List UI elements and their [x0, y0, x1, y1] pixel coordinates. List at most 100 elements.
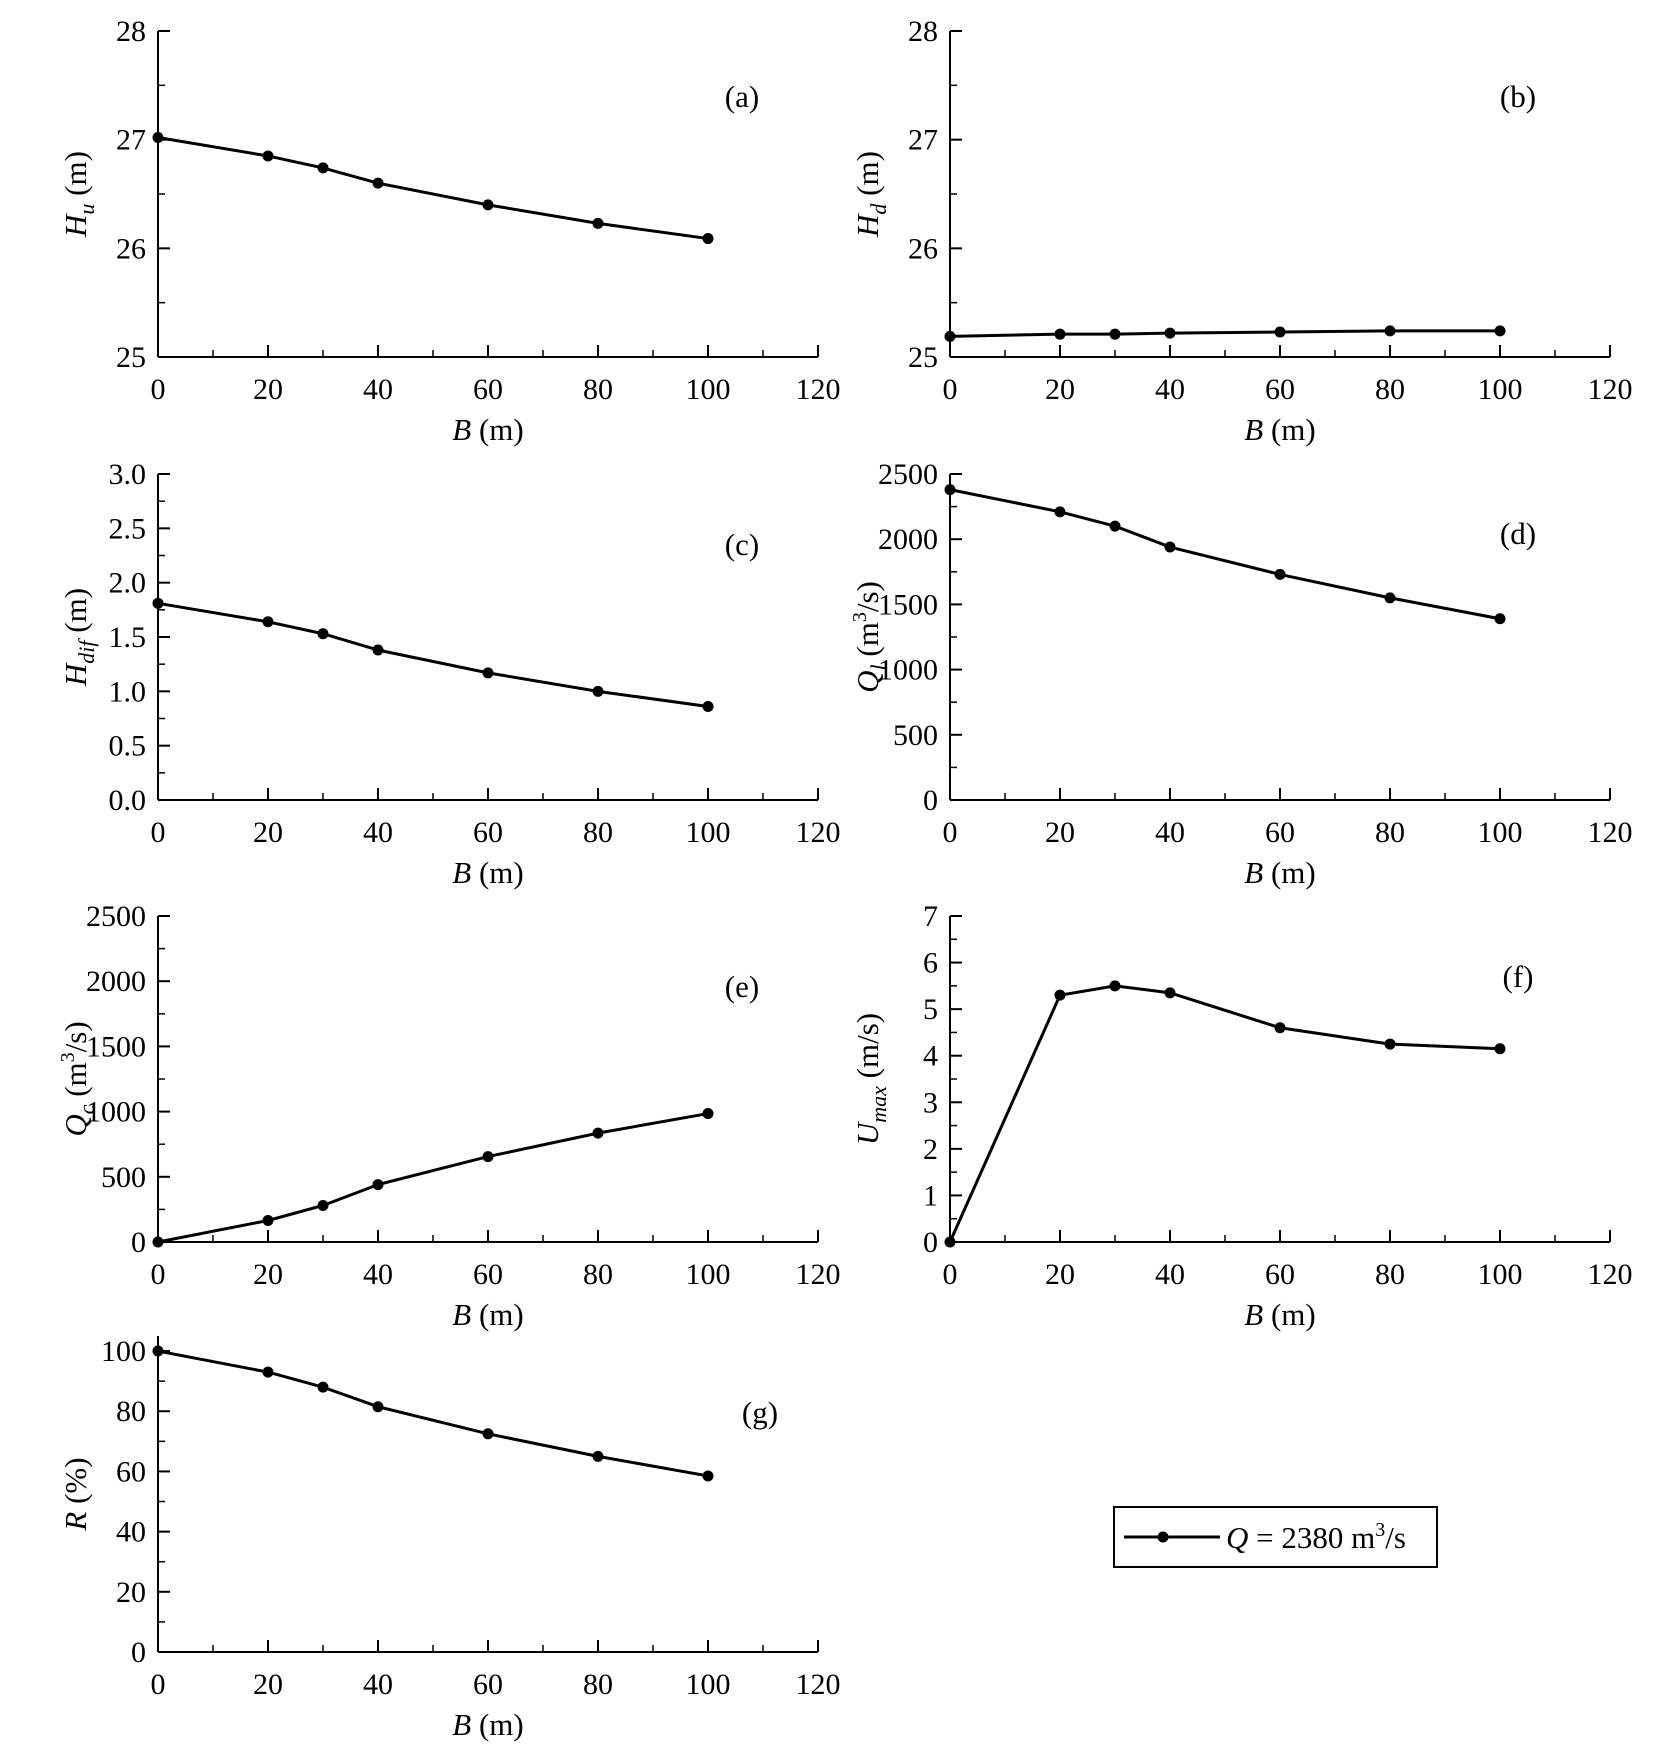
- data-point: [1494, 1043, 1506, 1055]
- data-point: [1274, 326, 1286, 338]
- x-tick-label: 100: [686, 1668, 731, 1701]
- x-tick-label: 0: [151, 1668, 166, 1701]
- y-tick-label: 500: [101, 1161, 146, 1194]
- data-point: [592, 1127, 604, 1139]
- x-tick-label: 0: [151, 1258, 166, 1291]
- data-point: [702, 1470, 714, 1482]
- y-axis-title: Hdif (m): [58, 588, 99, 687]
- series-line: [949, 488, 1501, 621]
- y-tick-label: 7: [923, 900, 938, 933]
- y-tick-label: 27: [116, 124, 146, 157]
- data-point: [702, 701, 714, 713]
- panel-b: 0 20 40 60 80 100 120 25 26 27 28 B (m) Hd (m) (b): [850, 15, 1633, 447]
- y-axis-title: Qc (m3/s): [57, 1021, 99, 1136]
- x-tick-label: 20: [1045, 816, 1075, 849]
- y-tick-label: 1.5: [109, 621, 147, 654]
- data-point: [1494, 613, 1506, 625]
- x-tick-label: 20: [253, 373, 283, 406]
- y-tick-label: 28: [908, 15, 938, 48]
- data-point: [1054, 506, 1066, 518]
- x-tick-label: 100: [686, 816, 731, 849]
- x-tick-label: 20: [1045, 373, 1075, 406]
- y-tick-label: 1000: [878, 654, 938, 687]
- data-point: [262, 616, 274, 628]
- data-point: [372, 644, 384, 656]
- x-tick-label: 120: [796, 816, 841, 849]
- data-point: [1164, 541, 1176, 553]
- x-tick-label: 40: [1155, 1258, 1185, 1291]
- y-tick-label: 27: [908, 124, 938, 157]
- x-tick-label: 80: [1375, 373, 1405, 406]
- series-line: [157, 136, 709, 241]
- data-point: [317, 162, 329, 174]
- y-tick-label: 1.0: [109, 675, 147, 708]
- x-tick-label: 40: [363, 1668, 393, 1701]
- data-point: [1494, 325, 1506, 337]
- panel-f: 0 20 40 60 80 100 120 0 1 2 3 4 5 6 7 B (m) Umax (m/s) (f…: [850, 900, 1633, 1332]
- y-tick-label: 26: [116, 232, 146, 265]
- data-point: [1164, 327, 1176, 339]
- data-point: [702, 233, 714, 245]
- x-tick-label: 60: [473, 1668, 503, 1701]
- data-point: [702, 1108, 714, 1120]
- panel-d: 0 20 40 60 80 100 120 0 500 1000 1500 2000 2500 B (m)…: [849, 458, 1633, 890]
- x-tick-label: 120: [1588, 1258, 1633, 1291]
- y-axis-title: R (%): [58, 1457, 93, 1531]
- data-point: [372, 1401, 384, 1413]
- y-tick-label: 25: [116, 341, 146, 374]
- data-point: [262, 1366, 274, 1378]
- x-tick-label: 40: [363, 816, 393, 849]
- x-axis-title: B (m): [452, 1707, 523, 1742]
- y-tick-label: 3.0: [109, 458, 147, 491]
- y-tick-label: 3: [923, 1086, 938, 1119]
- data-point: [482, 667, 494, 679]
- data-point: [317, 1199, 329, 1211]
- data-point: [1384, 1038, 1396, 1050]
- legend: Q = 2380 m3/s: [1113, 1506, 1438, 1568]
- data-point: [482, 1151, 494, 1163]
- x-tick-label: 60: [473, 373, 503, 406]
- y-tick-label: 100: [101, 1335, 146, 1368]
- x-tick-label: 40: [363, 1258, 393, 1291]
- series-line: [157, 601, 709, 709]
- y-tick-label: 60: [116, 1455, 146, 1488]
- y-tick-label: 80: [116, 1395, 146, 1428]
- data-point: [1274, 568, 1286, 580]
- panel-tag: (c): [725, 527, 759, 562]
- data-point: [1384, 325, 1396, 337]
- y-axis-title: Umax (m/s): [850, 1013, 891, 1145]
- x-axis-title: B (m): [1244, 855, 1315, 890]
- y-tick-label: 40: [116, 1516, 146, 1549]
- data-point: [1384, 592, 1396, 604]
- data-point: [592, 1450, 604, 1462]
- x-tick-label: 60: [1265, 816, 1295, 849]
- panel-c: 0 20 40 60 80 100 120 0.0 0.5 1.0 1.5 2.0 2.5 3.0 B (m…: [58, 458, 841, 890]
- x-tick-label: 0: [943, 816, 958, 849]
- x-tick-label: 20: [1045, 1258, 1075, 1291]
- x-tick-label: 20: [253, 1668, 283, 1701]
- panel-a: 0 20 40 60 80 100 120 25 26 27 28 B (m) Hu (m) (a): [58, 15, 841, 447]
- x-tick-label: 60: [473, 1258, 503, 1291]
- y-tick-label: 1500: [878, 588, 938, 621]
- data-point: [1054, 328, 1066, 340]
- x-tick-label: 60: [1265, 373, 1295, 406]
- y-tick-label: 2500: [878, 458, 938, 491]
- x-axis-title: B (m): [452, 1297, 523, 1332]
- panel-tag: (a): [725, 79, 759, 114]
- panel-tag: (e): [725, 969, 759, 1004]
- y-axis-title: Hu (m): [58, 151, 99, 238]
- panel-e: 0 20 40 60 80 100 120 0 500 1000 1500 2000 2500 B (m)…: [57, 900, 841, 1332]
- x-tick-label: 40: [363, 373, 393, 406]
- data-point: [482, 1428, 494, 1440]
- x-tick-label: 80: [583, 1668, 613, 1701]
- y-axis-title: Ql (m3/s): [849, 581, 891, 693]
- x-tick-label: 80: [583, 373, 613, 406]
- series-line: [157, 1112, 709, 1244]
- y-tick-label: 2.0: [109, 567, 147, 600]
- y-tick-label: 2500: [86, 900, 146, 933]
- series-line: [157, 1349, 709, 1478]
- y-tick-label: 1: [923, 1179, 938, 1212]
- data-point: [944, 1236, 956, 1248]
- x-tick-label: 80: [1375, 1258, 1405, 1291]
